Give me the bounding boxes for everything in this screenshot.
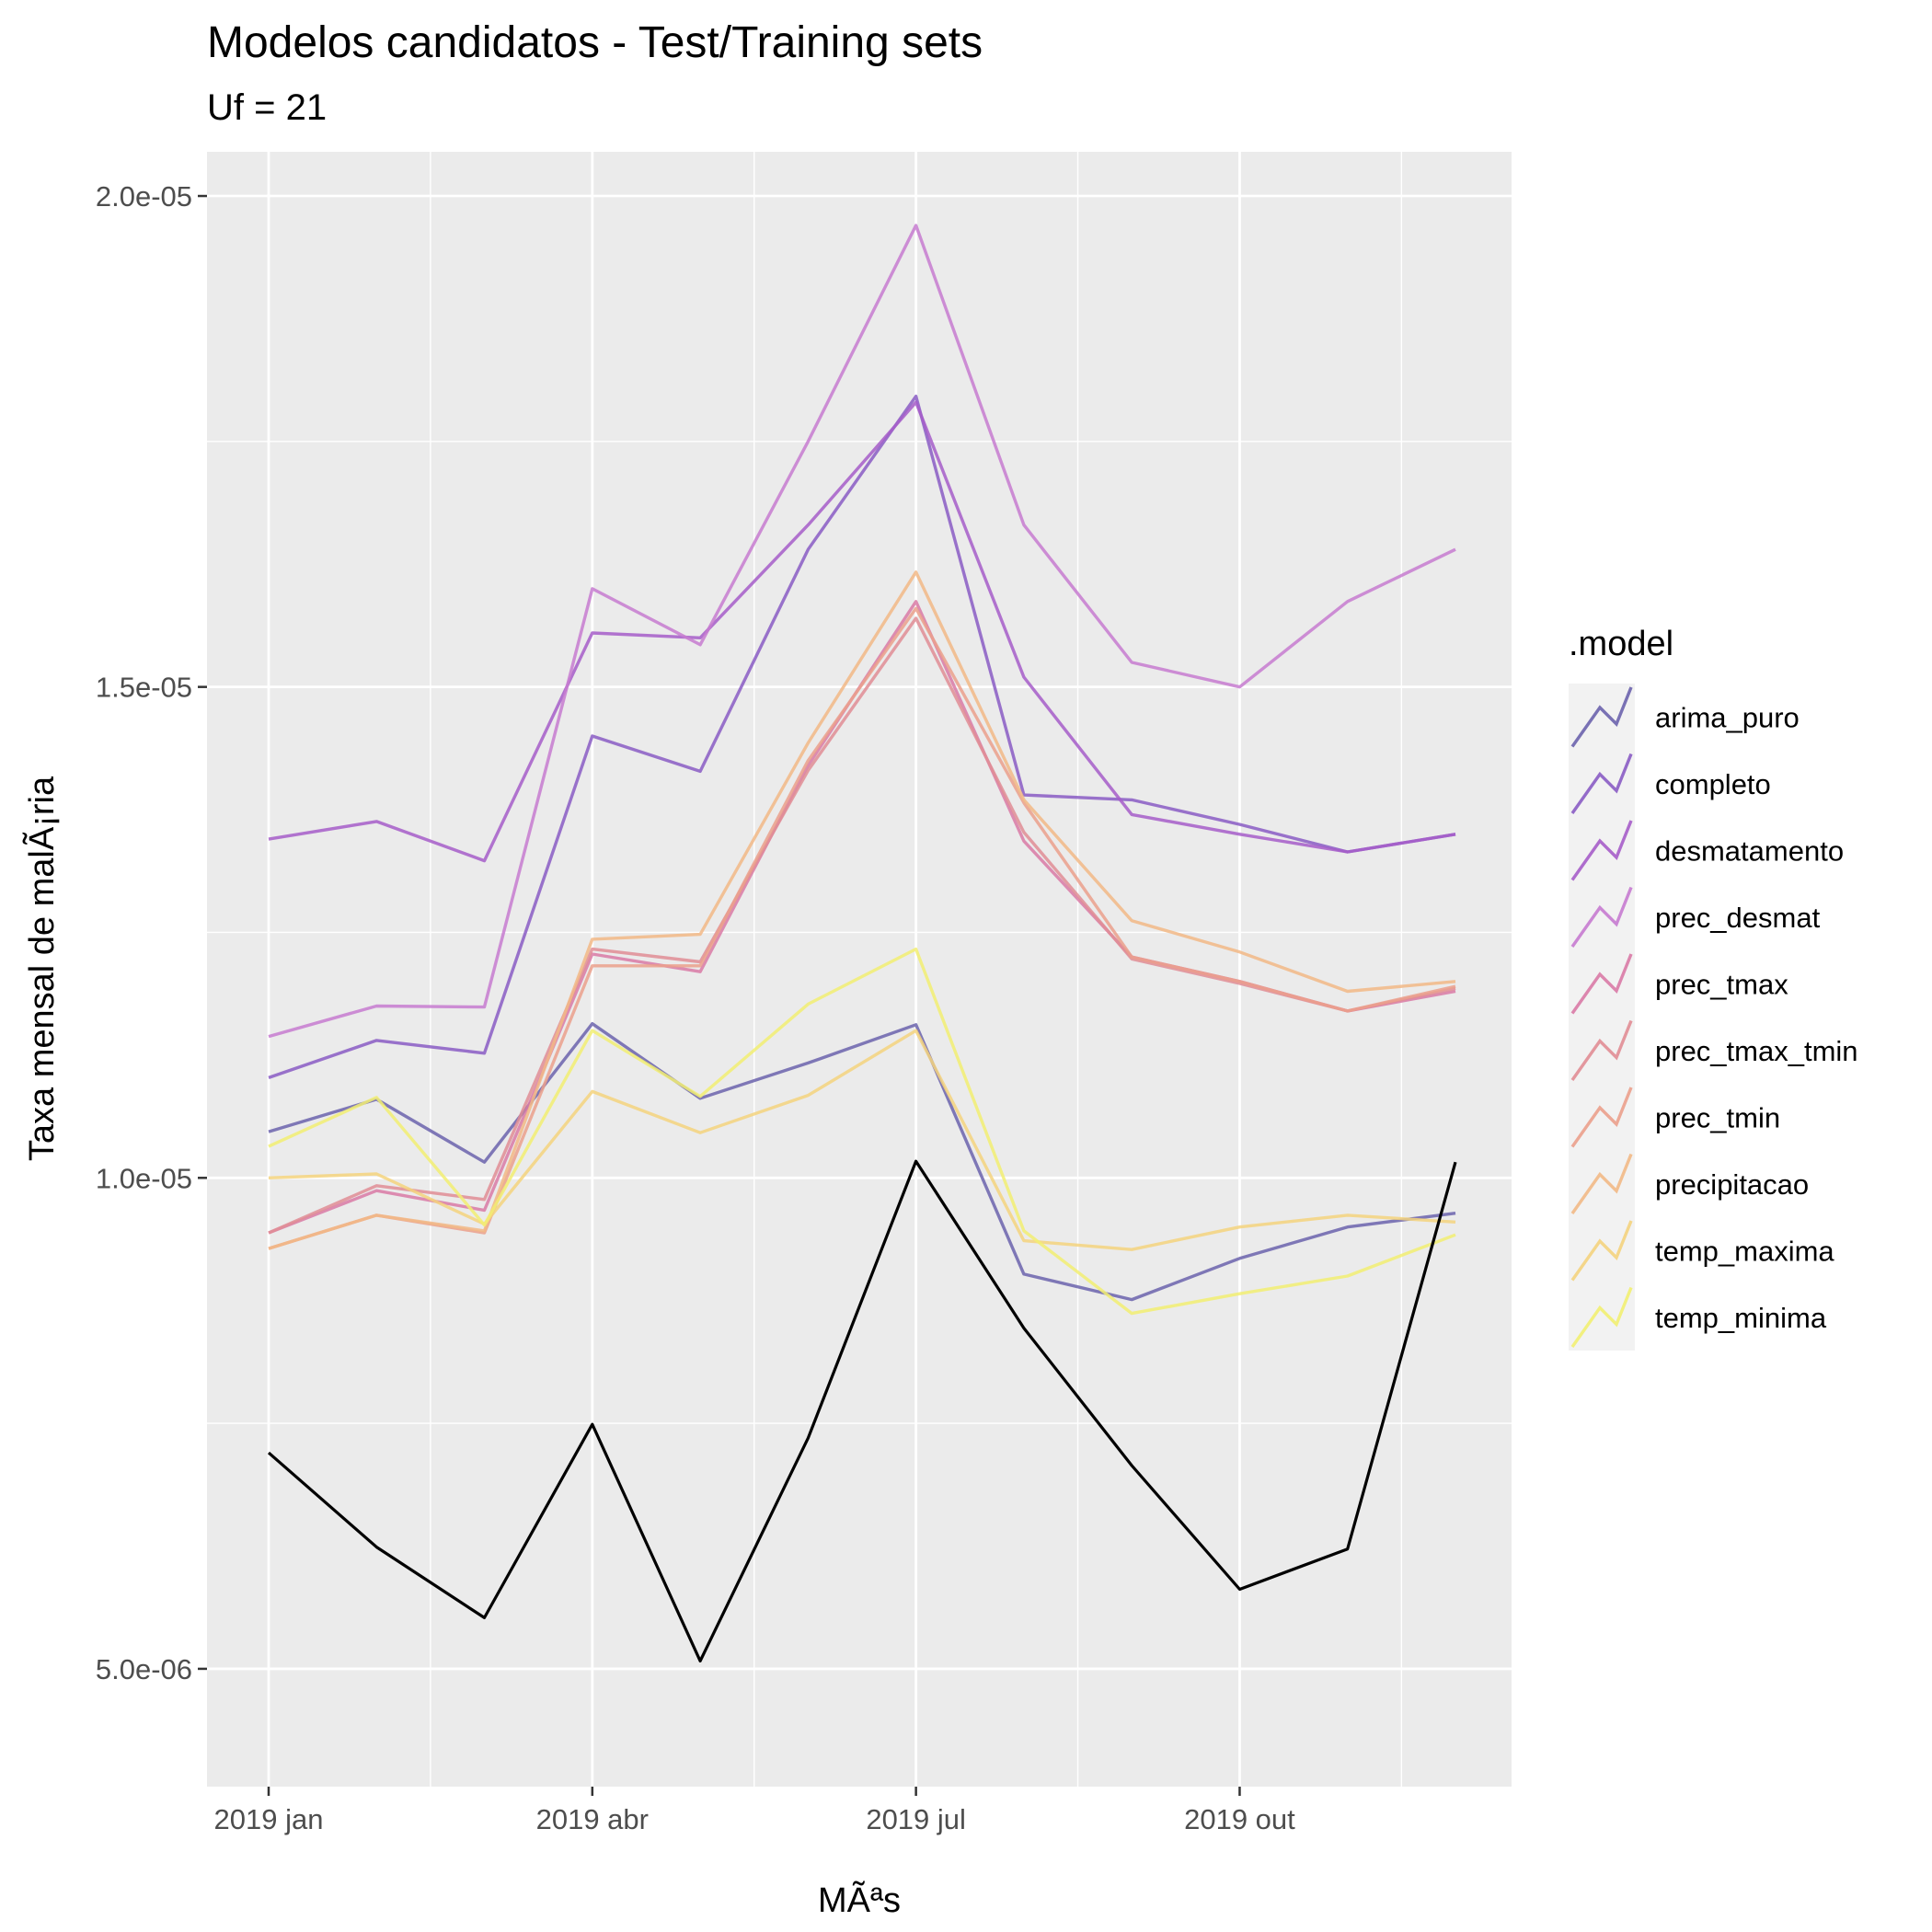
- y-tick-label: 1.0e-05: [96, 1162, 192, 1194]
- plot-panel: [207, 152, 1512, 1787]
- legend-title: .model: [1569, 625, 1673, 663]
- legend-key-bg: [1569, 1084, 1635, 1151]
- legend-key-prec_tmax_tmin: [1570, 1019, 1633, 1081]
- series-line-prec_tmax_tmin: [268, 616, 1456, 1235]
- y-tick-label: 5.0e-06: [96, 1653, 192, 1685]
- legend-label-temp_maxima: temp_maxima: [1655, 1235, 1834, 1267]
- legend-key-bg: [1569, 883, 1635, 950]
- chart-title: Modelos candidatos - Test/Training sets: [207, 18, 983, 67]
- legend-key-arima_puro: [1570, 686, 1633, 748]
- legend-key-temp_maxima: [1570, 1220, 1633, 1282]
- y-axis: 5.0e-06 1.0e-05 1.5e-05 2.0e-05: [96, 180, 207, 1685]
- legend-key-bg: [1569, 684, 1635, 751]
- legend-key-bg: [1569, 1283, 1635, 1351]
- series-line-precipitacao: [268, 570, 1456, 1250]
- y-tick-label: 1.5e-05: [96, 672, 192, 704]
- legend-key-prec_tmax: [1570, 953, 1633, 1015]
- legend-key-bg: [1569, 1217, 1635, 1284]
- series-line-completo: [268, 395, 1456, 1080]
- legend-key-bg: [1569, 817, 1635, 884]
- legend-label-completo: completo: [1655, 768, 1771, 800]
- x-axis: 2019 jan 2019 abr 2019 jul 2019 out: [214, 1787, 1295, 1835]
- series-line-arima_puro: [268, 1022, 1456, 1302]
- y-tick-label: 2.0e-05: [96, 180, 192, 213]
- series-line-desmatamento: [268, 400, 1456, 863]
- legend-key-prec_desmat: [1570, 886, 1633, 948]
- legend-key-bg: [1569, 1017, 1635, 1084]
- legend-key-prec_tmin: [1570, 1087, 1633, 1148]
- legend-key-desmatamento: [1570, 820, 1633, 881]
- series-lines: [267, 224, 1457, 1662]
- legend-key-precipitacao: [1570, 1153, 1633, 1214]
- observed-line: [267, 1159, 1457, 1662]
- legend-key-temp_minima: [1570, 1286, 1633, 1348]
- legend: arima_puro completo desmatamento prec_desma…: [1569, 684, 1858, 1351]
- legend-key-completo: [1570, 753, 1633, 814]
- legend-label-desmatamento: desmatamento: [1655, 834, 1844, 867]
- y-axis-title: Taxa mensal de malÃ¡ria: [22, 776, 62, 1161]
- series-line-prec_desmat: [268, 224, 1456, 1039]
- legend-label-prec_tmax: prec_tmax: [1655, 968, 1788, 1000]
- legend-key-bg: [1569, 750, 1635, 817]
- x-tick-label: 2019 abr: [536, 1803, 649, 1835]
- minor-gridlines: [207, 152, 1512, 1787]
- legend-label-precipitacao: precipitacao: [1655, 1168, 1809, 1201]
- legend-key-bg: [1569, 1150, 1635, 1217]
- series-line-prec_tmin: [268, 606, 1456, 1250]
- legend-label-prec_desmat: prec_desmat: [1655, 902, 1821, 934]
- legend-label-arima_puro: arima_puro: [1655, 701, 1800, 733]
- x-tick-label: 2019 jan: [214, 1803, 324, 1835]
- series-line-temp_minima: [268, 947, 1456, 1316]
- x-axis-title: MÃªs: [818, 1880, 901, 1920]
- legend-key-bg: [1569, 950, 1635, 1018]
- legend-label-prec_tmin: prec_tmin: [1655, 1101, 1780, 1133]
- x-tick-label: 2019 jul: [866, 1803, 966, 1835]
- chart-subtitle: Uf = 21: [207, 87, 327, 128]
- series-line-temp_maxima: [268, 1029, 1456, 1251]
- legend-label-temp_minima: temp_minima: [1655, 1302, 1827, 1334]
- legend-label-prec_tmax_tmin: prec_tmax_tmin: [1655, 1035, 1858, 1067]
- x-tick-label: 2019 out: [1184, 1803, 1295, 1835]
